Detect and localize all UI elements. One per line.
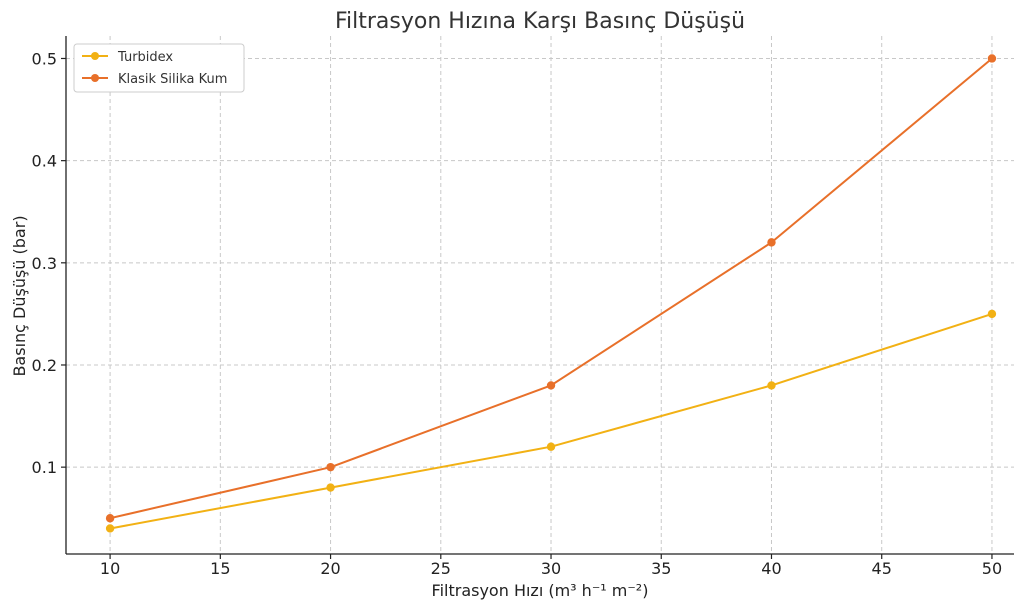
- x-tick-label: 40: [761, 559, 781, 578]
- x-tick-label: 45: [872, 559, 892, 578]
- grid-layer: [66, 36, 1014, 554]
- x-tick-label: 50: [982, 559, 1002, 578]
- y-tick-label: 0.1: [32, 458, 57, 477]
- series-1-point: [987, 54, 997, 63]
- chart-title: Filtrasyon Hızına Karşı Basınç Düşüşü: [335, 9, 745, 34]
- legend: Turbidex Klasik Silika Kum: [73, 43, 245, 93]
- series-1-point: [767, 238, 776, 247]
- series-1-point: [326, 462, 335, 472]
- series-1-point: [546, 381, 556, 390]
- legend-label: Klasik Silika Kum: [118, 72, 227, 87]
- legend-box: [73, 43, 245, 93]
- y-tick-label: 0.4: [32, 152, 57, 171]
- x-tick-label: 20: [320, 559, 340, 578]
- x-tick-label: 35: [651, 559, 671, 578]
- x-tick-label: 30: [541, 559, 561, 578]
- x-axis-label: Filtrasyon Hızı (m³ h⁻¹ m⁻²): [432, 581, 649, 600]
- y-tick-label: 0.5: [32, 49, 57, 68]
- series-0-point: [987, 309, 997, 319]
- legend-swatch-marker: [91, 52, 99, 60]
- y-tick-label: 0.3: [32, 254, 57, 273]
- x-tick-label: 25: [431, 559, 451, 578]
- legend-swatch-marker: [91, 74, 99, 82]
- legend-label: Turbidex: [117, 50, 173, 65]
- x-tick-label: 15: [210, 559, 230, 578]
- x-tick-label: 10: [100, 559, 120, 578]
- series-layer: [105, 54, 997, 533]
- series-0-point: [105, 524, 115, 533]
- y-tick-label: 0.2: [32, 356, 57, 375]
- series-0-point: [326, 483, 335, 492]
- series-0-point: [767, 381, 776, 390]
- ticks-layer: 10 15 20 25 30 35 40 45 50 0.1 0.2 0.3 0.4 0.5: [32, 49, 1003, 578]
- series-1-point: [105, 514, 115, 523]
- axes-layer: [65, 36, 1014, 555]
- y-axis-label: Basınç Düşüşü (bar): [10, 215, 29, 376]
- series-0-point: [546, 442, 556, 451]
